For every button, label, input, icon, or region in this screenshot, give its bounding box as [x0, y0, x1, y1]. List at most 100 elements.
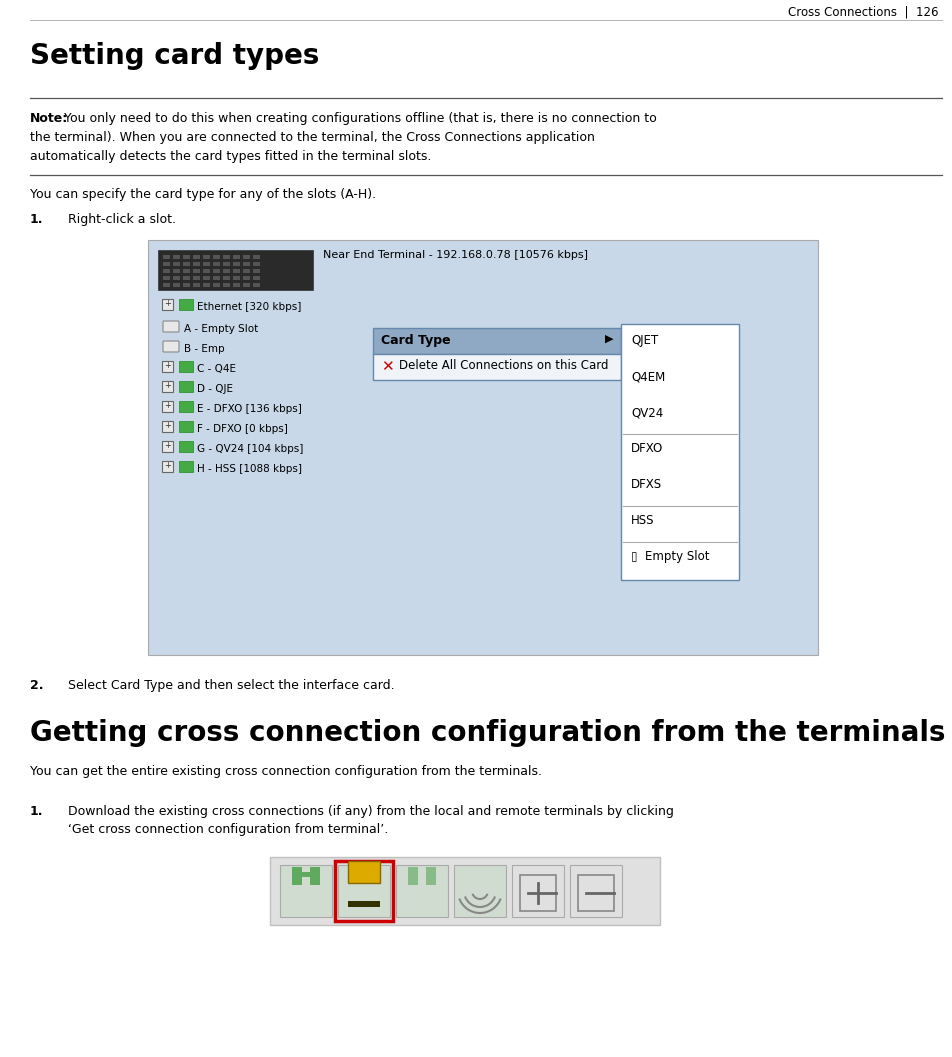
Text: +: + — [164, 462, 171, 470]
FancyBboxPatch shape — [396, 865, 448, 917]
FancyBboxPatch shape — [512, 865, 564, 917]
FancyBboxPatch shape — [179, 401, 193, 412]
FancyBboxPatch shape — [173, 283, 180, 288]
FancyBboxPatch shape — [158, 251, 313, 290]
FancyBboxPatch shape — [173, 276, 180, 280]
Text: +: + — [164, 442, 171, 450]
FancyBboxPatch shape — [163, 283, 170, 288]
FancyBboxPatch shape — [179, 461, 193, 472]
Text: 1.: 1. — [30, 214, 44, 226]
Text: Download the existing cross connections (if any) from the local and remote termi: Download the existing cross connections … — [68, 805, 674, 818]
FancyBboxPatch shape — [183, 268, 190, 273]
FancyBboxPatch shape — [179, 421, 193, 432]
Text: Setting card types: Setting card types — [30, 42, 319, 70]
FancyBboxPatch shape — [173, 255, 180, 259]
FancyBboxPatch shape — [310, 867, 320, 885]
FancyBboxPatch shape — [203, 276, 210, 280]
FancyBboxPatch shape — [163, 321, 179, 332]
Text: Q4EM: Q4EM — [631, 370, 665, 383]
FancyBboxPatch shape — [162, 461, 173, 472]
FancyBboxPatch shape — [148, 240, 818, 655]
FancyBboxPatch shape — [213, 255, 220, 259]
FancyBboxPatch shape — [193, 255, 200, 259]
FancyBboxPatch shape — [233, 283, 240, 288]
Text: Card Type: Card Type — [381, 334, 450, 347]
FancyBboxPatch shape — [193, 283, 200, 288]
Text: QV24: QV24 — [631, 406, 664, 419]
FancyBboxPatch shape — [183, 255, 190, 259]
FancyBboxPatch shape — [183, 283, 190, 288]
Text: You can get the entire existing cross connection configuration from the terminal: You can get the entire existing cross co… — [30, 765, 542, 778]
FancyBboxPatch shape — [183, 276, 190, 280]
FancyBboxPatch shape — [233, 262, 240, 266]
Text: B - Emp: B - Emp — [184, 344, 225, 354]
Text: ‘Get cross connection configuration from terminal’.: ‘Get cross connection configuration from… — [68, 823, 388, 836]
FancyBboxPatch shape — [426, 867, 436, 885]
Text: HSS: HSS — [631, 514, 655, 527]
Text: E - DFXO [136 kbps]: E - DFXO [136 kbps] — [197, 404, 302, 414]
FancyBboxPatch shape — [253, 262, 260, 266]
FancyBboxPatch shape — [570, 865, 622, 917]
FancyBboxPatch shape — [223, 268, 230, 273]
FancyBboxPatch shape — [243, 255, 250, 259]
FancyBboxPatch shape — [162, 441, 173, 452]
FancyBboxPatch shape — [454, 865, 506, 917]
Text: Select Card Type and then select the interface card.: Select Card Type and then select the int… — [68, 679, 395, 692]
FancyBboxPatch shape — [253, 255, 260, 259]
Text: Near End Terminal - 192.168.0.78 [10576 kbps]: Near End Terminal - 192.168.0.78 [10576 … — [323, 251, 588, 260]
FancyBboxPatch shape — [203, 255, 210, 259]
FancyBboxPatch shape — [223, 255, 230, 259]
FancyBboxPatch shape — [280, 865, 332, 917]
FancyBboxPatch shape — [223, 276, 230, 280]
Text: 2.: 2. — [30, 679, 44, 692]
FancyBboxPatch shape — [233, 255, 240, 259]
Text: Ethernet [320 kbps]: Ethernet [320 kbps] — [197, 302, 302, 312]
Text: H - HSS [1088 kbps]: H - HSS [1088 kbps] — [197, 464, 302, 474]
FancyBboxPatch shape — [179, 361, 193, 372]
Text: D - QJE: D - QJE — [197, 384, 233, 394]
Text: QJET: QJET — [631, 334, 658, 347]
Text: Getting cross connection configuration from the terminals: Getting cross connection configuration f… — [30, 719, 945, 747]
FancyBboxPatch shape — [243, 268, 250, 273]
FancyBboxPatch shape — [173, 268, 180, 273]
FancyBboxPatch shape — [408, 867, 418, 885]
FancyBboxPatch shape — [203, 283, 210, 288]
Text: the terminal). When you are connected to the terminal, the Cross Connections app: the terminal). When you are connected to… — [30, 131, 595, 144]
Text: DFXO: DFXO — [631, 442, 664, 455]
FancyBboxPatch shape — [179, 381, 193, 392]
FancyBboxPatch shape — [253, 276, 260, 280]
FancyBboxPatch shape — [338, 865, 390, 917]
FancyBboxPatch shape — [193, 262, 200, 266]
FancyBboxPatch shape — [162, 381, 173, 392]
FancyBboxPatch shape — [162, 299, 173, 310]
FancyBboxPatch shape — [233, 268, 240, 273]
Text: ✕: ✕ — [381, 359, 394, 374]
Text: +: + — [164, 402, 171, 410]
FancyBboxPatch shape — [203, 268, 210, 273]
FancyBboxPatch shape — [162, 361, 173, 372]
Text: +: + — [164, 361, 171, 371]
FancyBboxPatch shape — [348, 861, 380, 883]
Text: C - Q4E: C - Q4E — [197, 364, 236, 374]
FancyBboxPatch shape — [292, 872, 320, 877]
Text: You only need to do this when creating configurations offline (that is, there is: You only need to do this when creating c… — [64, 112, 657, 125]
FancyBboxPatch shape — [223, 283, 230, 288]
FancyBboxPatch shape — [213, 283, 220, 288]
FancyBboxPatch shape — [243, 276, 250, 280]
FancyBboxPatch shape — [162, 401, 173, 412]
FancyBboxPatch shape — [163, 268, 170, 273]
FancyBboxPatch shape — [173, 262, 180, 266]
FancyBboxPatch shape — [253, 268, 260, 273]
Text: DFXS: DFXS — [631, 478, 663, 492]
Text: Right-click a slot.: Right-click a slot. — [68, 214, 176, 226]
Text: ▯  Empty Slot: ▯ Empty Slot — [631, 550, 709, 563]
Text: +: + — [164, 422, 171, 430]
Text: You can specify the card type for any of the slots (A-H).: You can specify the card type for any of… — [30, 188, 376, 201]
FancyBboxPatch shape — [213, 276, 220, 280]
FancyBboxPatch shape — [243, 262, 250, 266]
Text: 1.: 1. — [30, 805, 44, 818]
FancyBboxPatch shape — [243, 283, 250, 288]
FancyBboxPatch shape — [233, 276, 240, 280]
FancyBboxPatch shape — [270, 857, 660, 925]
FancyBboxPatch shape — [373, 328, 621, 354]
